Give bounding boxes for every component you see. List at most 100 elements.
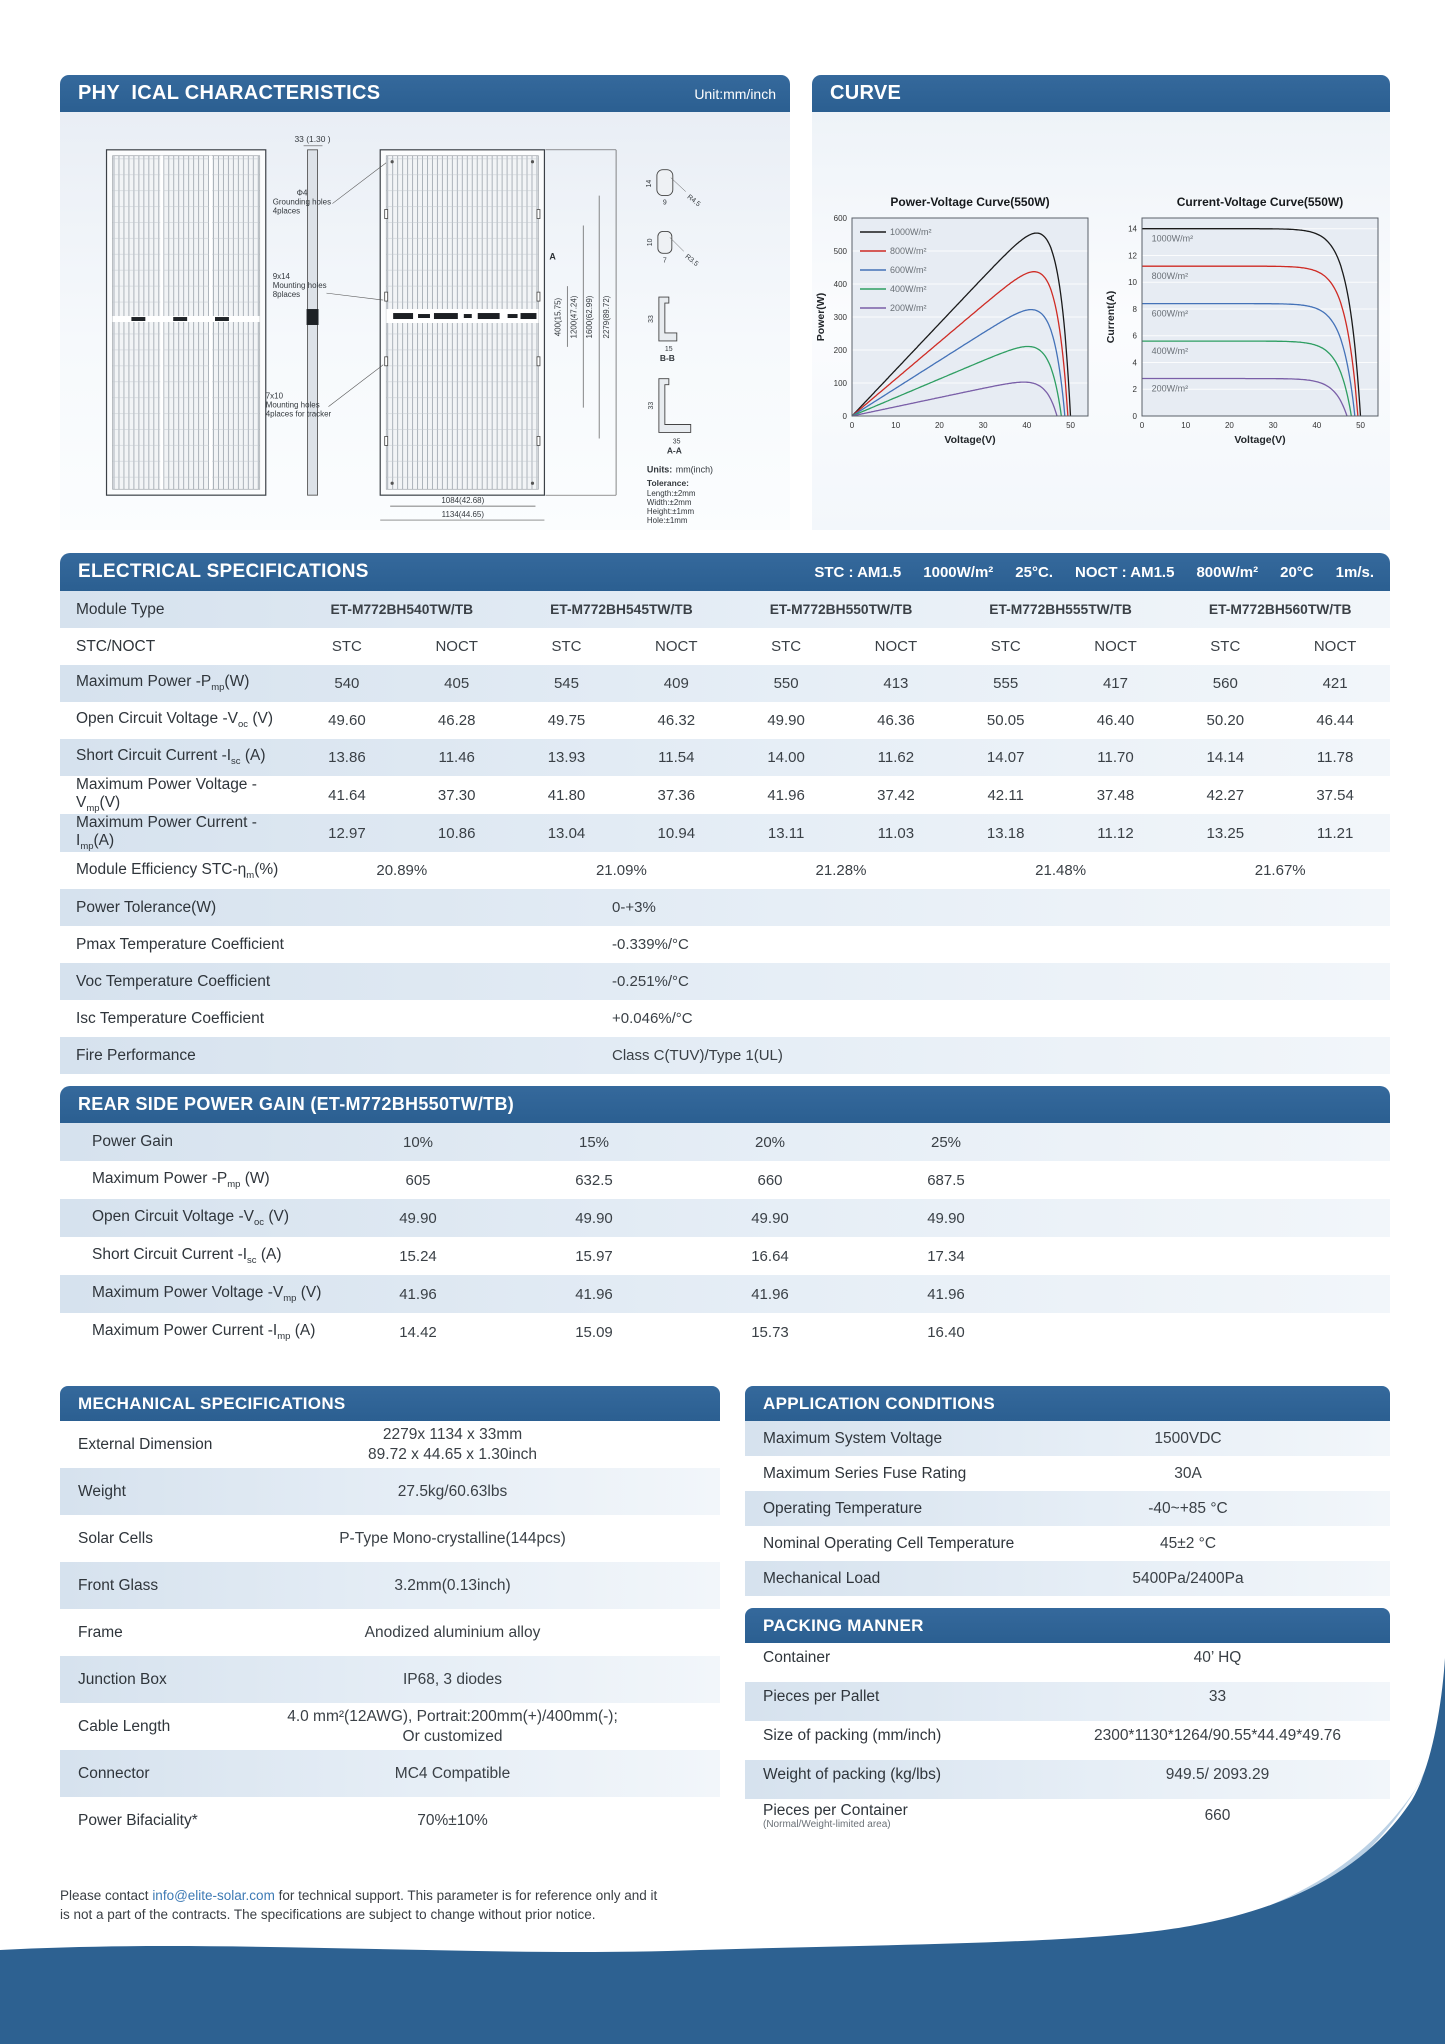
svg-text:10: 10 (647, 238, 654, 246)
spec-value: 13.93 (547, 749, 586, 766)
table-row: Container 40’ HQ (745, 1643, 1390, 1682)
table-row: Power Gain 10% 15% 20% 25% (60, 1123, 1390, 1161)
spec-value: 46.28 (437, 712, 476, 729)
application-header-bar: APPLICATION CONDITIONS (745, 1386, 1390, 1421)
spec-value: 49.60 (328, 712, 366, 729)
svg-text:12: 12 (1128, 251, 1137, 260)
row-label: Maximum Series Fuse Rating (763, 1464, 967, 1482)
svg-text:1000W/m²: 1000W/m² (1152, 234, 1194, 244)
svg-text:8places: 8places (273, 290, 300, 299)
spec-value: 16.64 (751, 1247, 789, 1265)
table-row: Maximum Series Fuse Rating 30A (745, 1456, 1390, 1491)
spec-value: 560 (1212, 675, 1238, 692)
spec-value: 41.96 (575, 1285, 613, 1303)
svg-text:14: 14 (646, 180, 653, 188)
stc-noct-row: STC/NOCT STC NOCT STC NOCT STC NOCT STC NOCT STC N… (60, 628, 1390, 665)
spec-value: 11.54 (658, 749, 695, 766)
svg-text:14: 14 (1128, 225, 1137, 234)
spec-value: 14.07 (986, 749, 1025, 766)
panel-side-view: 33 (1.30 ) (294, 134, 331, 496)
spec-value: 46.40 (1096, 712, 1135, 729)
spec-value: 42.11 (987, 786, 1024, 804)
spec-row: Maximum Power -Pmp(W) 540 405 545 409 550 413 5… (60, 665, 1390, 702)
svg-text:Tolerance:: Tolerance: (647, 478, 689, 488)
spec-value: Anodized aluminium alloy (364, 1623, 541, 1641)
condition-item: NOCT : AM1.5 (1074, 563, 1175, 581)
spec-value: 0-+3% (612, 899, 656, 917)
svg-text:35: 35 (673, 438, 681, 445)
spec-value: 11.78 (1316, 749, 1354, 766)
svg-text:4places: 4places (273, 207, 300, 216)
spec-value: 14.14 (1206, 749, 1245, 766)
row-label: Size of packing (mm/inch) (763, 1726, 942, 1744)
spec-value: 13.04 (547, 824, 586, 842)
support-email-link[interactable]: info@elite-solar.com (152, 1887, 275, 1903)
spec-value: 13.86 (328, 749, 366, 766)
svg-text:Voltage(V): Voltage(V) (944, 434, 995, 446)
spec-value: -0.339%/°C (612, 936, 689, 954)
units-tolerance-note: Units: mm(inch) Tolerance: Length:±2mm W… (647, 464, 713, 525)
table-row: Maximum Power Current -Imp (A) 14.42 15.09… (60, 1313, 1390, 1351)
table-row: Size of packing (mm/inch) 2300*1130*1264/… (745, 1721, 1390, 1760)
spec-value: 14.00 (767, 749, 805, 766)
unit-note: Unit:mm/inch (694, 85, 776, 102)
physical-characteristics-section: PHY ICAL CHARACTERISTICS Unit:mm/inch (60, 75, 790, 530)
column-header: STC (1210, 638, 1241, 655)
svg-text:50: 50 (1356, 421, 1365, 430)
spec-value: 2279x 1134 x 33mm 89.72 x 44.65 x 1.30inc… (235, 1425, 670, 1464)
dimension-lines (545, 149, 617, 496)
svg-text:200W/m²: 200W/m² (1152, 384, 1189, 394)
svg-text:400(15.75): 400(15.75) (553, 297, 562, 336)
spec-value: 405 (444, 675, 470, 692)
svg-text:100: 100 (834, 379, 848, 388)
svg-text:6: 6 (1133, 332, 1138, 341)
row-label: Front Glass (78, 1576, 159, 1594)
svg-text:200: 200 (834, 346, 848, 355)
spec-value: 15.09 (575, 1323, 613, 1341)
svg-text:15: 15 (665, 346, 673, 353)
table-row: Solar Cells P-Type Mono-crystalline(144pc… (60, 1515, 720, 1562)
spec-value: 70%±10% (417, 1811, 488, 1829)
svg-text:7x10: 7x10 (266, 392, 284, 401)
spec-value: 10.86 (437, 824, 476, 842)
spec-value: 21.67% (1254, 862, 1306, 880)
svg-text:0: 0 (1133, 412, 1138, 421)
svg-text:Voltage(V): Voltage(V) (1234, 434, 1285, 446)
spec-value: 11.03 (877, 824, 915, 842)
electrical-specifications-section: ELECTRICAL SPECIFICATIONS STC : AM1.5 100… (60, 553, 1390, 1075)
spec-value: +0.046%/°C (612, 1010, 693, 1028)
curve-charts-area: 0 100 200 300 400 500 600 0 10 20 30 40 50 Power-Volt… (812, 112, 1390, 530)
svg-text:600W/m²: 600W/m² (1152, 309, 1189, 319)
packing-title: PACKING MANNER (763, 1615, 924, 1635)
table-row: Short Circuit Current -Isc (A) 15.24 15.97… (60, 1237, 1390, 1275)
row-label: Mechanical Load (763, 1569, 881, 1587)
spec-value: P-Type Mono-crystalline(144pcs) (339, 1529, 566, 1547)
spec-value: 50.20 (1206, 712, 1245, 729)
row-label: Maximum Power Current -Imp(A) (76, 814, 257, 853)
model-name: ET-M772BH540TW/TB (330, 602, 474, 617)
row-label: Junction Box (78, 1670, 167, 1688)
svg-text:20: 20 (1225, 421, 1234, 430)
table-row: Maximum Power -Pmp (W) 605 632.5 660 687.5 (60, 1161, 1390, 1199)
spec-value: 14.42 (399, 1323, 437, 1341)
condition-item: 1m/s. (1335, 563, 1374, 581)
spec-value: 4.0 mm²(12AWG), Portrait:200mm(+)/400mm(… (235, 1707, 670, 1746)
spec-value: 10.94 (657, 824, 696, 842)
row-label: Maximum Power Voltage -Vmp(V) (76, 776, 257, 815)
spec-value: 11.21 (1316, 824, 1354, 842)
row-label: Solar Cells (78, 1529, 153, 1547)
spec-value: 50.05 (986, 712, 1025, 729)
spec-value: 15.24 (399, 1247, 437, 1265)
spec-value: 49.90 (767, 712, 805, 729)
svg-text:Current(A): Current(A) (1105, 291, 1117, 344)
table-row: Maximum System Voltage 1500VDC (745, 1421, 1390, 1456)
spec-row: Maximum Power Current -Imp(A) 12.97 10.86 1… (60, 814, 1390, 853)
svg-text:1134(44.65): 1134(44.65) (442, 510, 485, 519)
spec-value: 37.42 (877, 786, 915, 804)
spec-value: 41.64 (328, 786, 366, 804)
svg-text:10: 10 (891, 421, 900, 430)
bottom-dimension-lines (380, 505, 545, 521)
column-header: NOCT (1313, 638, 1357, 655)
svg-text:400: 400 (834, 280, 848, 289)
